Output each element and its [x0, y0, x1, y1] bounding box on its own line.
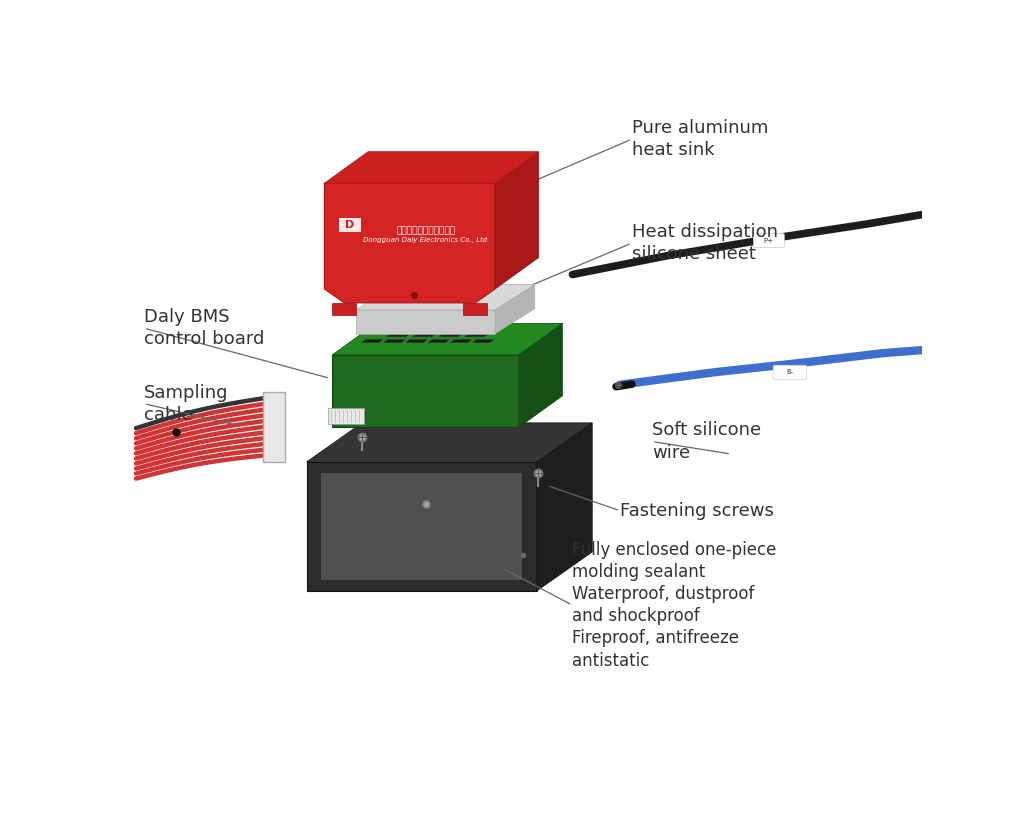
- Polygon shape: [451, 339, 472, 343]
- Polygon shape: [412, 334, 436, 337]
- Text: Pure aluminum
heat sink: Pure aluminum heat sink: [632, 119, 768, 160]
- Text: P+: P+: [764, 237, 773, 244]
- Text: 东莞市达德电子有限公司: 东莞市达德电子有限公司: [396, 226, 455, 235]
- Polygon shape: [406, 339, 427, 343]
- Polygon shape: [333, 355, 519, 427]
- FancyBboxPatch shape: [263, 393, 285, 461]
- Polygon shape: [386, 334, 411, 337]
- FancyBboxPatch shape: [339, 218, 360, 231]
- Polygon shape: [356, 285, 535, 310]
- Polygon shape: [519, 323, 562, 427]
- Polygon shape: [325, 151, 539, 183]
- FancyBboxPatch shape: [329, 408, 365, 424]
- Polygon shape: [495, 151, 539, 289]
- Polygon shape: [306, 423, 592, 462]
- Text: Dongguan Daly Electronics Co., Ltd: Dongguan Daly Electronics Co., Ltd: [364, 237, 487, 243]
- Text: Fully enclosed one-piece
molding sealant
Waterproof, dustproof
and shockproof
Fi: Fully enclosed one-piece molding sealant…: [572, 541, 777, 670]
- Polygon shape: [495, 285, 535, 334]
- Text: D: D: [345, 220, 354, 230]
- Text: Fastening screws: Fastening screws: [620, 501, 774, 519]
- Polygon shape: [361, 339, 383, 343]
- FancyBboxPatch shape: [754, 234, 784, 247]
- Polygon shape: [325, 183, 495, 303]
- Text: Heat dissipation
silicone sheet: Heat dissipation silicone sheet: [632, 223, 778, 263]
- Polygon shape: [472, 339, 494, 343]
- Polygon shape: [465, 334, 489, 337]
- FancyBboxPatch shape: [773, 365, 807, 380]
- Text: Soft silicone
wire: Soft silicone wire: [652, 421, 761, 461]
- Polygon shape: [438, 334, 463, 337]
- Polygon shape: [384, 339, 406, 343]
- Polygon shape: [537, 423, 592, 591]
- Text: Daly BMS
control board: Daly BMS control board: [143, 308, 264, 348]
- Polygon shape: [428, 339, 450, 343]
- Polygon shape: [463, 303, 487, 316]
- Polygon shape: [321, 474, 522, 580]
- Polygon shape: [333, 303, 356, 316]
- Text: Sampling
cable: Sampling cable: [143, 384, 228, 424]
- Text: B-: B-: [786, 370, 794, 375]
- Polygon shape: [306, 462, 537, 591]
- Polygon shape: [333, 323, 562, 355]
- Polygon shape: [356, 310, 495, 334]
